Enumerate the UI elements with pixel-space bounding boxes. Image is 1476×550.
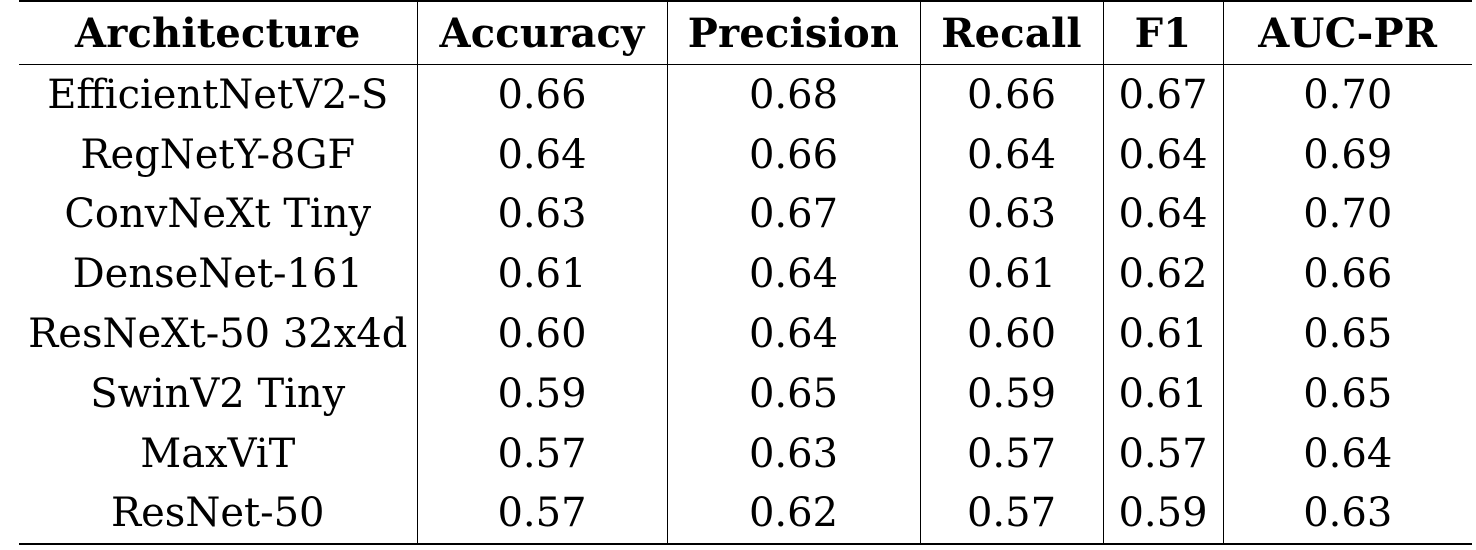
cell-f1: 0.57 (1102, 423, 1223, 484)
cell-accuracy: 0.61 (416, 244, 667, 305)
cell-precision: 0.65 (666, 363, 920, 424)
cell-auc-pr: 0.65 (1222, 304, 1472, 364)
cell-auc-pr: 0.70 (1222, 184, 1472, 245)
header-accuracy: Accuracy (416, 1, 667, 65)
header-f1: F1 (1102, 1, 1223, 65)
cell-architecture: ResNet-50 (111, 490, 325, 537)
table-row: MaxViT 0.57 0.63 0.57 0.57 0.64 (19, 423, 1472, 484)
header-precision: Precision (666, 1, 920, 65)
table-row: EfficientNetV2-S 0.66 0.68 0.66 0.67 0.7… (19, 64, 1472, 125)
cell-recall: 0.60 (919, 304, 1103, 364)
cell-accuracy: 0.66 (416, 64, 667, 125)
cell-architecture: MaxViT (140, 430, 296, 477)
cell-precision: 0.67 (666, 184, 920, 245)
cell-recall: 0.63 (919, 184, 1103, 245)
cell-accuracy: 0.57 (416, 483, 667, 545)
table-row: SwinV2 Tiny 0.59 0.65 0.59 0.61 0.65 (19, 363, 1472, 424)
cell-auc-pr: 0.69 (1222, 124, 1472, 185)
cell-architecture: EfficientNetV2-S (47, 71, 389, 118)
header-auc-pr: AUC-PR (1222, 1, 1472, 65)
cell-auc-pr: 0.65 (1222, 363, 1472, 424)
cell-architecture: ResNeXt-50 32x4d (28, 311, 408, 358)
cell-accuracy: 0.60 (416, 304, 667, 364)
cell-f1: 0.61 (1102, 304, 1223, 364)
cell-f1: 0.61 (1102, 363, 1223, 424)
table-row: ResNeXt-50 32x4d 0.60 0.64 0.60 0.61 0.6… (19, 304, 1472, 364)
cell-recall: 0.66 (919, 64, 1103, 125)
cell-precision: 0.64 (666, 304, 920, 364)
cell-auc-pr: 0.63 (1222, 483, 1472, 545)
cell-precision: 0.64 (666, 244, 920, 305)
header-recall: Recall (919, 1, 1103, 65)
cell-architecture: SwinV2 Tiny (90, 370, 346, 417)
cell-precision: 0.62 (666, 483, 920, 545)
cell-f1: 0.62 (1102, 244, 1223, 305)
cell-precision: 0.66 (666, 124, 920, 185)
table-row: ConvNeXt Tiny 0.63 0.67 0.63 0.64 0.70 (19, 184, 1472, 245)
cell-accuracy: 0.64 (416, 124, 667, 185)
cell-accuracy: 0.57 (416, 423, 667, 484)
cell-recall: 0.64 (919, 124, 1103, 185)
cell-architecture: DenseNet-161 (72, 251, 363, 298)
cell-f1: 0.67 (1102, 64, 1223, 125)
cell-recall: 0.61 (919, 244, 1103, 305)
cell-auc-pr: 0.66 (1222, 244, 1472, 305)
cell-accuracy: 0.63 (416, 184, 667, 245)
results-table: Architecture Accuracy Precision Recall F… (19, 0, 1472, 545)
table-row: DenseNet-161 0.61 0.64 0.61 0.62 0.66 (19, 244, 1472, 305)
cell-f1: 0.64 (1102, 184, 1223, 245)
cell-auc-pr: 0.70 (1222, 64, 1472, 125)
cell-f1: 0.59 (1102, 483, 1223, 545)
cell-architecture: RegNetY-8GF (80, 131, 356, 178)
cell-precision: 0.63 (666, 423, 920, 484)
cell-recall: 0.57 (919, 423, 1103, 484)
cell-architecture: ConvNeXt Tiny (64, 191, 372, 238)
table-row: ResNet-50 0.57 0.62 0.57 0.59 0.63 (19, 483, 1472, 545)
table-row: RegNetY-8GF 0.64 0.66 0.64 0.64 0.69 (19, 124, 1472, 185)
header-architecture: Architecture (74, 9, 361, 57)
cell-accuracy: 0.59 (416, 363, 667, 424)
cell-recall: 0.59 (919, 363, 1103, 424)
results-table-container: Architecture Accuracy Precision Recall F… (19, 0, 1472, 545)
cell-recall: 0.57 (919, 483, 1103, 545)
cell-precision: 0.68 (666, 64, 920, 125)
table-header-row: Architecture Accuracy Precision Recall F… (19, 1, 1472, 65)
cell-f1: 0.64 (1102, 124, 1223, 185)
cell-auc-pr: 0.64 (1222, 423, 1472, 484)
